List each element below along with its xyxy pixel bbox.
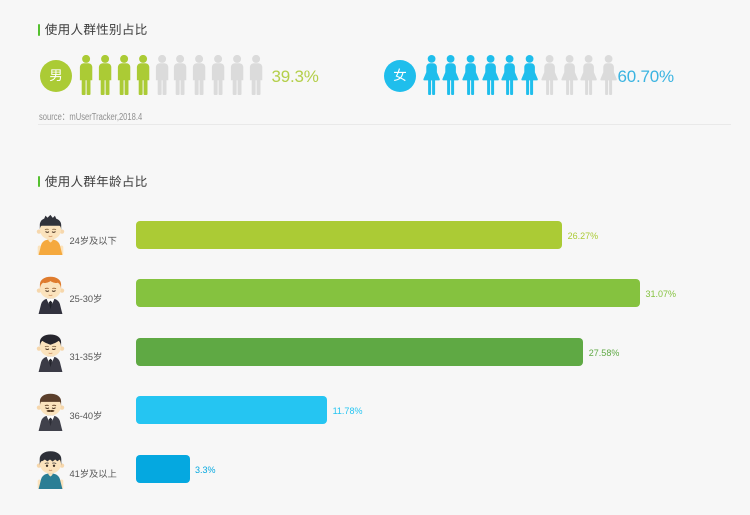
female-person-icon bbox=[501, 55, 518, 95]
male-person-icon bbox=[192, 55, 206, 95]
age-bar bbox=[136, 279, 640, 308]
male-person-icon bbox=[249, 55, 263, 95]
age-bar-value: 27.58% bbox=[588, 347, 620, 358]
avatar-middle-aged-icon bbox=[35, 390, 66, 431]
age-category-label: 31-35岁 bbox=[69, 352, 103, 363]
age-section-title: 使用人群年龄占比 bbox=[37, 174, 148, 189]
female-person-icon bbox=[442, 55, 459, 95]
male-person-icon bbox=[79, 55, 93, 95]
female-person-icon bbox=[521, 55, 538, 95]
male-person-icon bbox=[173, 55, 187, 95]
age-bar bbox=[136, 396, 328, 425]
avatar-adult-icon bbox=[35, 331, 66, 372]
avatar-senior-icon bbox=[35, 448, 66, 489]
female-person-icon bbox=[482, 55, 499, 95]
section-divider bbox=[38, 123, 731, 125]
age-row-youth: 24岁及以下 26.27% bbox=[0, 206, 750, 264]
male-icon-strip bbox=[79, 55, 263, 95]
age-bar-chart: 24岁及以下 26.27% 25-30岁 31.07% 31-35岁 27.58% 36-4… bbox=[0, 206, 750, 498]
avatar-youth-icon bbox=[35, 214, 66, 255]
age-row-young-adult: 25-30岁 31.07% bbox=[0, 264, 750, 322]
age-category-label: 41岁及以上 bbox=[69, 469, 117, 480]
age-bar-value: 26.27% bbox=[567, 230, 599, 241]
female-person-icon bbox=[541, 55, 558, 95]
male-person-icon bbox=[98, 55, 112, 95]
bar-wrap: 3.3% bbox=[136, 454, 216, 483]
gender-section-title: 使用人群性别占比 bbox=[37, 23, 148, 37]
age-bar bbox=[136, 454, 190, 483]
female-person-icon bbox=[580, 55, 597, 95]
female-percent-value: 60.70% bbox=[617, 66, 675, 86]
female-badge: 女 bbox=[384, 59, 416, 92]
title-accent-bar bbox=[37, 24, 41, 36]
age-category-label: 36-40岁 bbox=[69, 410, 103, 421]
female-person-icon bbox=[561, 55, 578, 95]
bar-wrap: 31.07% bbox=[136, 279, 677, 308]
male-badge: 男 bbox=[40, 59, 72, 92]
age-row-adult: 31-35岁 27.58% bbox=[0, 323, 750, 381]
age-row-middle-aged: 36-40岁 11.78% bbox=[0, 381, 750, 439]
bar-wrap: 11.78% bbox=[136, 396, 363, 425]
source-note: source：mUserTracker,2018.4 bbox=[38, 111, 142, 123]
age-title-text: 使用人群年龄占比 bbox=[44, 174, 148, 189]
male-person-icon bbox=[117, 55, 131, 95]
avatar-young-adult-icon bbox=[35, 273, 66, 314]
female-icon-strip bbox=[423, 55, 617, 95]
bar-wrap: 26.27% bbox=[136, 220, 599, 249]
age-bar-value: 31.07% bbox=[645, 289, 677, 300]
age-bar bbox=[136, 220, 563, 249]
female-person-icon bbox=[600, 55, 617, 95]
female-person-icon bbox=[462, 55, 479, 95]
age-category-label: 24岁及以下 bbox=[69, 235, 117, 246]
age-bar-value: 3.3% bbox=[195, 464, 216, 475]
male-person-icon bbox=[155, 55, 169, 95]
age-row-senior: 41岁及以上 3.3% bbox=[0, 439, 750, 497]
age-bar-value: 11.78% bbox=[332, 406, 363, 417]
male-person-icon bbox=[136, 55, 150, 95]
age-bar bbox=[136, 337, 584, 366]
gender-title-text: 使用人群性别占比 bbox=[44, 23, 148, 37]
male-person-icon bbox=[230, 55, 244, 95]
male-person-icon bbox=[211, 55, 225, 95]
male-percent-value: 39.3% bbox=[271, 66, 319, 86]
bar-wrap: 27.58% bbox=[136, 337, 620, 366]
title-accent-bar bbox=[37, 175, 41, 188]
female-person-icon bbox=[423, 55, 440, 95]
age-category-label: 25-30岁 bbox=[69, 294, 103, 305]
